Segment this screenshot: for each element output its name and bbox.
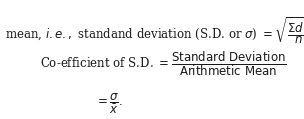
Text: mean, $i.e.,$ standand deviation (S.D. or $\sigma$) $= \sqrt{\dfrac{\Sigma d^2}{: mean, $i.e.,$ standand deviation (S.D. o… [5,16,304,46]
Text: Co-efficient of S.D. $= \dfrac{\mathrm{Standard\ Deviation}}{\mathrm{Arithmetic\: Co-efficient of S.D. $= \dfrac{\mathrm{S… [40,50,287,78]
Text: $= \dfrac{\sigma}{\bar{x}}.$: $= \dfrac{\sigma}{\bar{x}}.$ [95,92,123,116]
